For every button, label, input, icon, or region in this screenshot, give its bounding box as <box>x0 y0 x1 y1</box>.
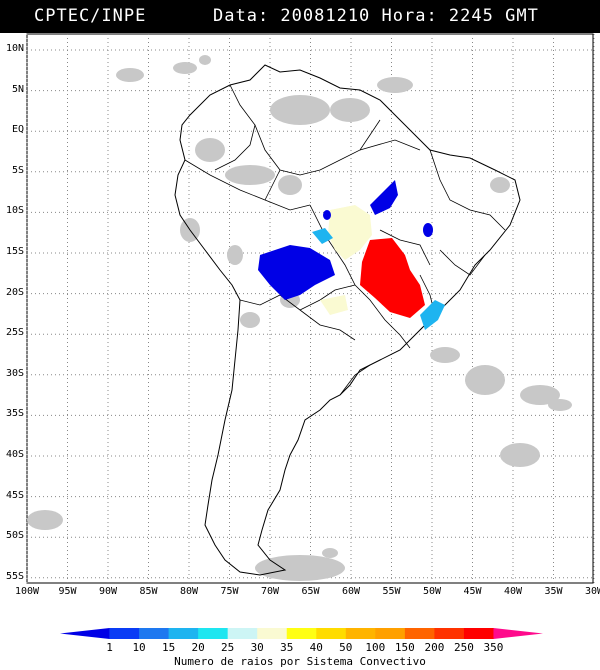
colorbar-tick-label: 350 <box>483 641 504 654</box>
colorbar-tick-label: 30 <box>250 641 264 654</box>
lon-label: 30W <box>584 586 600 597</box>
lon-label: 45W <box>463 586 482 597</box>
colorbar-tick-label: 25 <box>221 641 235 654</box>
colorbar-tick-label: 1 <box>106 641 113 654</box>
colorbar-swatch <box>168 628 199 639</box>
colorbar-swatch <box>345 628 376 639</box>
colorbar-tick-label: 35 <box>280 641 294 654</box>
lat-label: 50S <box>5 530 24 542</box>
colorbar-swatch <box>286 628 317 639</box>
colorbar-tick-label: 200 <box>424 641 445 654</box>
colorbar-tick-label: 40 <box>309 641 323 654</box>
colorbar-tick-label: 20 <box>191 641 205 654</box>
colorbar-swatch <box>404 628 435 639</box>
cloud-cover <box>27 55 572 581</box>
colorbar <box>60 628 543 639</box>
colorbar-swatch <box>60 628 110 639</box>
colorbar-tick-label: 50 <box>339 641 353 654</box>
lat-label: 5N <box>11 83 24 95</box>
lat-label: 25S <box>5 327 24 339</box>
lon-label: 75W <box>220 586 239 597</box>
colorbar-swatch <box>109 628 140 639</box>
lat-label: 55S <box>5 570 24 582</box>
lon-label: 50W <box>422 586 442 597</box>
lat-label: 15S <box>5 246 24 257</box>
lon-label: 65W <box>301 586 320 597</box>
colorbar-tick-label: 15 <box>161 641 176 654</box>
lon-label: 55W <box>382 586 401 597</box>
lon-label: 100W <box>14 586 40 597</box>
lon-label: 85W <box>139 586 158 597</box>
lon-label: 35W <box>544 586 563 597</box>
colorbar-swatch <box>434 628 465 639</box>
colorbar-swatch <box>227 628 258 639</box>
colorbar-swatch <box>463 628 494 639</box>
south-america-outline <box>174 64 521 576</box>
lat-label: 10N <box>5 43 24 54</box>
lightning-clusters <box>258 180 445 330</box>
colorbar-swatch <box>198 628 229 639</box>
lat-label: 10S <box>5 205 24 217</box>
lon-label: 95W <box>58 586 77 597</box>
datetime-label: Data: 20081210 Hora: 2245 GMT <box>213 6 539 26</box>
lat-label: 20S <box>5 286 24 298</box>
lat-label: 35S <box>5 408 24 420</box>
colorbar-swatch <box>257 628 288 639</box>
lat-label: EQ <box>11 124 24 136</box>
colorbar-tick-label: 10 <box>132 641 146 654</box>
lat-label: 40S <box>5 449 24 460</box>
colorbar-tick-label: 150 <box>394 641 415 654</box>
colorbar-swatch <box>139 628 170 639</box>
lon-label: 70W <box>260 586 280 597</box>
lat-label: 45S <box>5 489 24 501</box>
lon-label: 40W <box>503 586 523 597</box>
colorbar-swatch <box>375 628 406 639</box>
lon-label: 80W <box>179 586 199 597</box>
header-bar: CPTEC/INPE Data: 20081210 Hora: 2245 GMT <box>0 0 600 33</box>
lat-label: 30S <box>5 367 24 379</box>
lon-label: 90W <box>98 586 118 597</box>
lon-label: 60W <box>341 586 361 597</box>
colorbar-swatch <box>493 628 543 639</box>
lat-label: 5S <box>11 164 24 176</box>
colorbar-tick-label: 250 <box>453 641 474 654</box>
colorbar-caption: Numero de raios por Sistema Convectivo <box>174 655 426 668</box>
colorbar-swatch <box>316 628 347 639</box>
colorbar-tick-label: 100 <box>365 641 386 654</box>
map-frame <box>26 33 594 584</box>
agency-label: CPTEC/INPE <box>34 6 147 26</box>
